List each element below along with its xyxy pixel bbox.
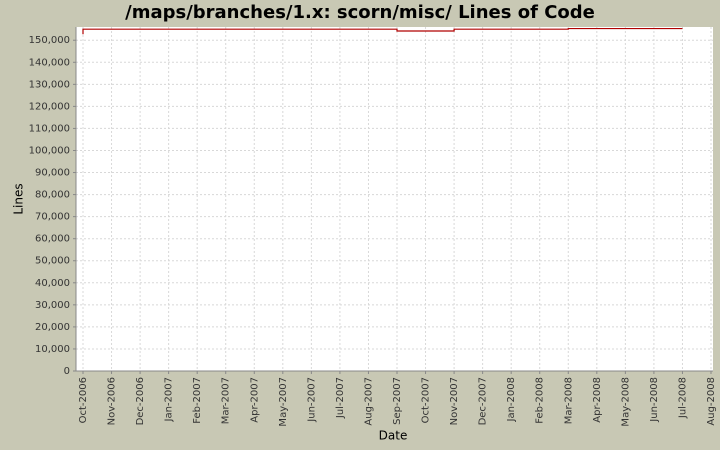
y-tick-label: 70,000 <box>35 212 70 223</box>
x-tick-label: May-2007 <box>278 377 289 427</box>
x-tick-label: Jan-2008 <box>506 377 517 422</box>
x-tick-label: May-2008 <box>620 377 631 427</box>
y-tick-label: 120,000 <box>29 101 70 112</box>
x-tick-label: Jun-2008 <box>649 377 660 423</box>
y-axis-label: Lines <box>12 183 26 214</box>
x-tick-label: Aug-2007 <box>363 377 374 426</box>
y-tick-label: 80,000 <box>35 190 70 201</box>
data-line <box>82 27 683 35</box>
x-tick-label: Dec-2006 <box>135 377 146 425</box>
x-tick-label: Nov-2006 <box>107 377 118 425</box>
y-tick-label: 60,000 <box>35 234 70 245</box>
x-tick-label: Jul-2008 <box>677 377 688 419</box>
x-tick-label: Nov-2007 <box>449 377 460 425</box>
y-tick-label: 0 <box>64 366 70 377</box>
y-tick-label: 30,000 <box>35 300 70 311</box>
y-tick-label: 10,000 <box>35 344 70 355</box>
y-tick-label: 130,000 <box>29 79 70 90</box>
y-tick-label: 110,000 <box>29 123 70 134</box>
x-tick-label: Jul-2007 <box>335 377 346 419</box>
x-tick-label: Dec-2007 <box>478 377 489 425</box>
x-tick-label: Mar-2008 <box>563 377 574 424</box>
x-tick-label: Aug-2008 <box>706 377 717 426</box>
x-tick-label: Mar-2007 <box>221 377 232 424</box>
x-tick-label: Oct-2006 <box>78 377 89 423</box>
y-tick-label: 50,000 <box>35 256 70 267</box>
x-tick-label: Jan-2007 <box>164 377 175 422</box>
x-axis-label: Date <box>379 429 408 443</box>
y-tick-label: 100,000 <box>29 145 70 156</box>
x-tick-label: Jun-2007 <box>306 377 317 423</box>
y-tick-label: 150,000 <box>29 35 70 46</box>
x-tick-label: Feb-2007 <box>192 377 203 424</box>
x-tick-label: Oct-2007 <box>421 377 432 423</box>
y-tick-label: 40,000 <box>35 278 70 289</box>
plot-area <box>76 27 713 371</box>
x-tick-label: Apr-2007 <box>249 377 260 423</box>
chart-title: /maps/branches/1.x: scorn/misc/ Lines of… <box>125 2 595 23</box>
y-tick-label: 140,000 <box>29 57 70 68</box>
x-tick-label: Apr-2008 <box>592 377 603 423</box>
y-tick-label: 20,000 <box>35 322 70 333</box>
x-tick-label: Sep-2007 <box>392 377 403 425</box>
y-tick-label: 90,000 <box>35 168 70 179</box>
x-tick-label: Feb-2008 <box>535 377 546 424</box>
